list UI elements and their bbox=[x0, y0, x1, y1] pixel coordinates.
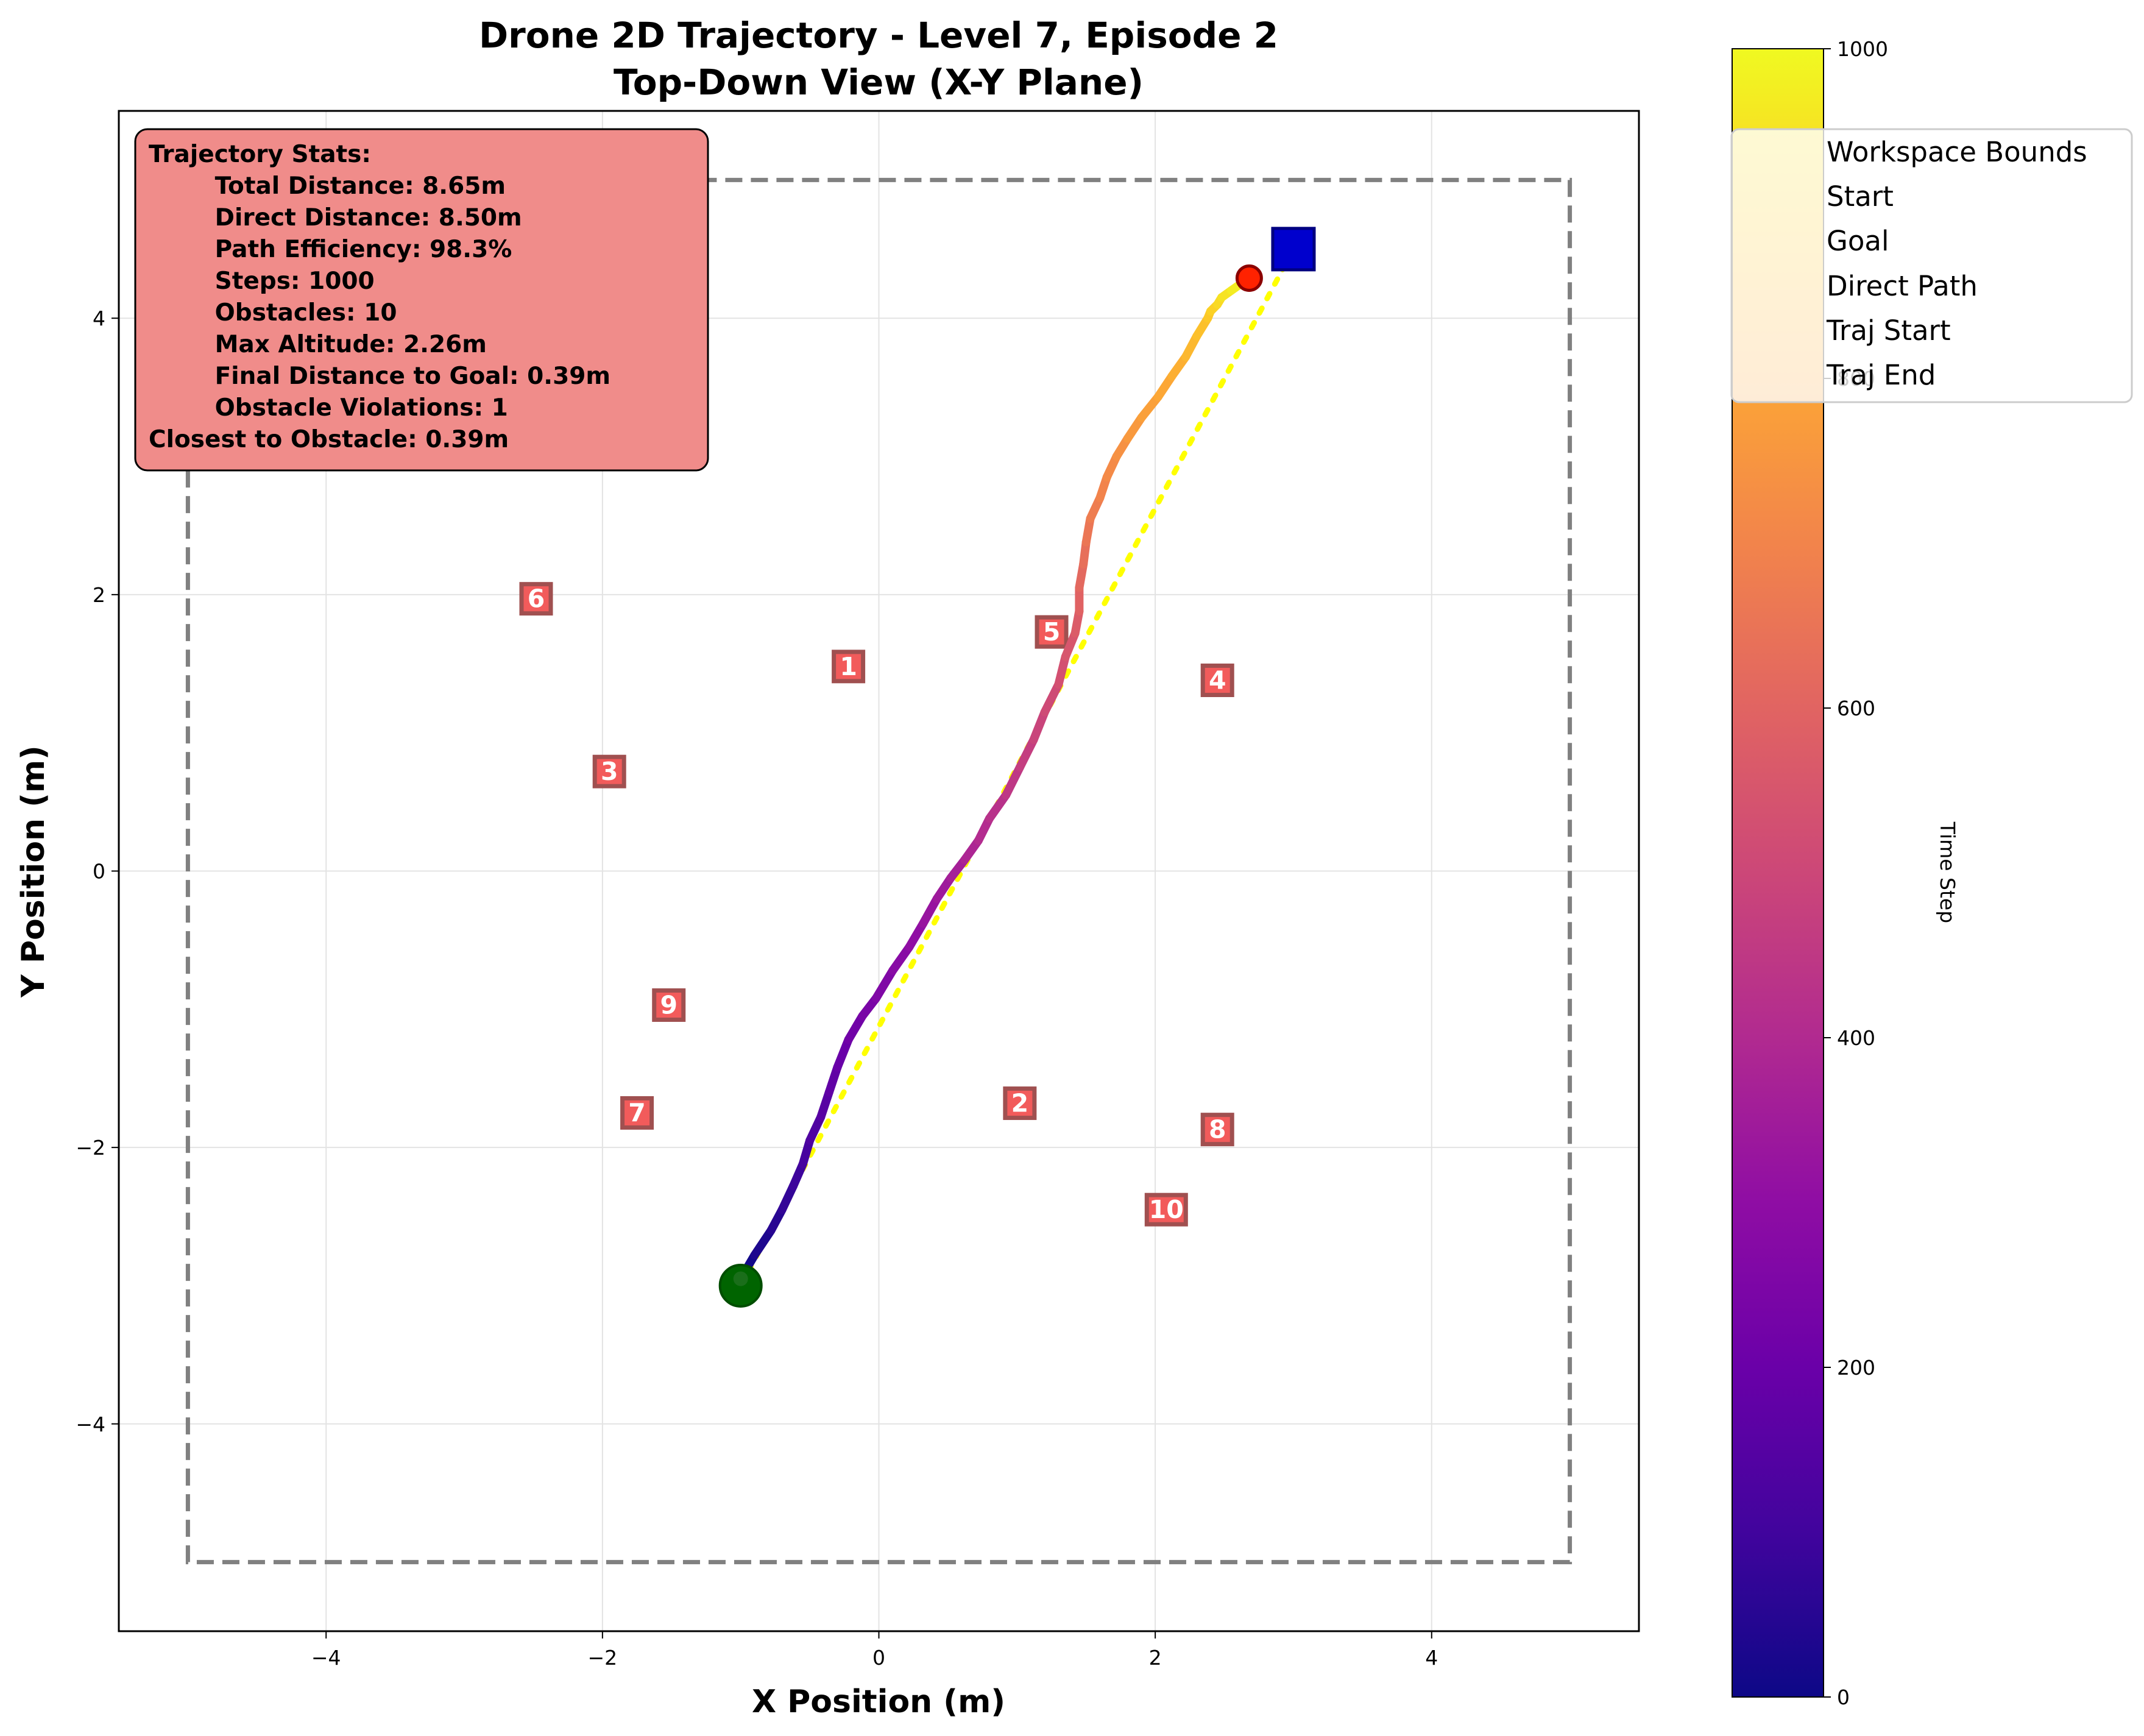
legend-frame bbox=[1730, 128, 2133, 403]
legend-entry-traj-end: Traj End bbox=[1826, 359, 1936, 391]
stats-box: Trajectory Stats: Total Distance: 8.65m … bbox=[134, 128, 709, 472]
y-tick-label: 4 bbox=[93, 306, 105, 330]
y-tick-label: −2 bbox=[76, 1136, 105, 1160]
trajectory-segment bbox=[919, 894, 941, 928]
legend-entry-traj-start: Traj Start bbox=[1826, 314, 1951, 347]
y-axis-label: Y Position (m) bbox=[15, 745, 52, 998]
y-tick-label: 2 bbox=[93, 583, 105, 607]
legend-entry-goal: Goal bbox=[1827, 225, 1889, 257]
trajectory-segment bbox=[1054, 652, 1070, 689]
x-tick-label: −4 bbox=[311, 1646, 341, 1670]
trajectory-segment bbox=[905, 919, 928, 952]
obstacle-8-marker bbox=[1200, 1113, 1234, 1147]
chart-title: Drone 2D Trajectory - Level 7, Episode 2 bbox=[479, 15, 1278, 56]
colorbar-tick-label: 0 bbox=[1837, 1685, 1850, 1709]
obstacle-6-label: 6 bbox=[528, 584, 545, 614]
obstacle-7-label: 7 bbox=[628, 1098, 646, 1127]
colorbar-label: Time Step bbox=[1936, 821, 1959, 923]
obstacle-10-marker bbox=[1144, 1192, 1188, 1227]
trajectory-segment bbox=[1040, 680, 1063, 717]
trajectory-segment bbox=[888, 943, 914, 975]
legend: Workspace Bounds Start Goal Direct Path … bbox=[1730, 128, 2133, 403]
y-axis: −4 −2 0 2 4 bbox=[76, 306, 119, 1436]
obstacle-5-label: 5 bbox=[1043, 617, 1061, 647]
obstacle-3-label: 3 bbox=[601, 757, 618, 786]
x-axis: −4 −2 0 2 4 bbox=[311, 1631, 1438, 1670]
stats-line-2: Direct Distance: 8.50m bbox=[149, 204, 522, 232]
obstacle-4-marker bbox=[1200, 663, 1234, 697]
stats-line-0: Trajectory Stats: bbox=[149, 141, 371, 168]
trajectory-segment bbox=[777, 1182, 798, 1214]
obstacle-1-label: 1 bbox=[840, 652, 857, 681]
trajectory-segment bbox=[1002, 763, 1024, 799]
x-tick-label: 2 bbox=[1149, 1646, 1162, 1670]
colorbar-tick-label: 1000 bbox=[1837, 37, 1888, 61]
trajectory-segment bbox=[871, 966, 897, 1003]
trajectory-segment bbox=[985, 790, 1011, 823]
obstacle-1-marker bbox=[832, 650, 866, 684]
x-tick-label: −2 bbox=[588, 1646, 618, 1670]
obstacle-2-marker bbox=[1003, 1086, 1037, 1121]
obstacle-5-marker bbox=[1035, 615, 1069, 649]
legend-entry-start: Start bbox=[1827, 180, 1894, 213]
colorbar-tick-label: 600 bbox=[1837, 696, 1875, 720]
obstacle-3-marker bbox=[592, 754, 626, 788]
traj-start-marker bbox=[733, 1271, 748, 1286]
legend-entry-workspace-bounds: Workspace Bounds bbox=[1827, 136, 2087, 168]
obstacle-2-label: 2 bbox=[1011, 1089, 1029, 1118]
direct-path-line bbox=[738, 246, 1297, 1289]
trajectory-segment bbox=[833, 1035, 853, 1072]
stats-line-9: Closest to Obstacle: 0.39m bbox=[149, 426, 509, 453]
obstacle-9-marker bbox=[652, 988, 686, 1022]
obstacle-6-marker bbox=[519, 582, 553, 616]
stats-box-background bbox=[134, 128, 709, 472]
trajectory-segment bbox=[1015, 735, 1038, 772]
stats-line-8: Obstacle Violations: 1 bbox=[149, 394, 508, 422]
x-tick-label: 4 bbox=[1425, 1646, 1438, 1670]
legend-entry-direct-path: Direct Path bbox=[1827, 270, 1978, 302]
colorbar-tick-label: 400 bbox=[1837, 1026, 1875, 1050]
trajectory-segment bbox=[1137, 392, 1162, 422]
trajectory-segment bbox=[816, 1088, 833, 1122]
trajectory-segment bbox=[844, 1011, 867, 1044]
trajectory-segment bbox=[750, 1226, 776, 1260]
stats-line-6: Max Altitude: 2.26m bbox=[149, 331, 487, 358]
y-tick-label: 0 bbox=[93, 860, 105, 884]
stats-line-4: Steps: 1000 bbox=[149, 267, 375, 295]
obstacle-9-label: 9 bbox=[660, 991, 678, 1020]
goal-marker bbox=[1271, 227, 1316, 272]
stats-line-5: Obstacles: 10 bbox=[149, 299, 397, 327]
plot-layer: 1 2 3 4 5 6 7 8 9 10 bbox=[185, 177, 1573, 1565]
trajectory-segment bbox=[824, 1063, 842, 1097]
colorbar-tick-label: 200 bbox=[1837, 1356, 1875, 1380]
traj-end-marker bbox=[1235, 264, 1263, 292]
obstacle-4-label: 4 bbox=[1209, 665, 1226, 695]
stats-line-1: Total Distance: 8.65m bbox=[149, 172, 506, 200]
obstacle-7-marker bbox=[620, 1096, 654, 1130]
trajectory-segment bbox=[1029, 707, 1049, 745]
x-tick-label: 0 bbox=[872, 1646, 885, 1670]
x-axis-label: X Position (m) bbox=[752, 1684, 1005, 1720]
obstacle-10-label: 10 bbox=[1149, 1195, 1184, 1224]
chart-subtitle: Top-Down View (X-Y Plane) bbox=[614, 62, 1144, 103]
workspace-bounds bbox=[185, 177, 1573, 1565]
trajectory-segment bbox=[805, 1113, 826, 1145]
obstacle-8-label: 8 bbox=[1209, 1115, 1226, 1144]
stats-line-7: Final Distance to Goal: 0.39m bbox=[149, 363, 610, 390]
y-tick-label: −4 bbox=[76, 1412, 105, 1436]
stats-line-3: Path Efficiency: 98.3% bbox=[149, 236, 512, 263]
